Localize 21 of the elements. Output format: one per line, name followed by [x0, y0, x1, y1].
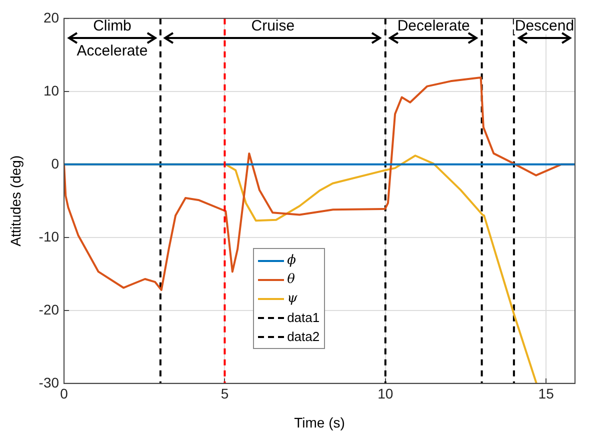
legend-label: θ	[287, 272, 295, 288]
annotation: Accelerate	[76, 42, 148, 60]
legend-label: data2	[287, 329, 320, 344]
y-tick-label: -10	[38, 228, 60, 244]
x-tick-label: 15	[538, 386, 554, 402]
legend-label: ϕ	[287, 253, 296, 268]
y-axis-title: Attitudes (deg)	[7, 155, 24, 246]
annotation: Descend	[514, 18, 574, 35]
legend-label: data1	[287, 310, 320, 326]
x-axis-title: Time (s)	[294, 414, 345, 430]
y-tick-label: 20	[43, 9, 60, 26]
y-tick-label: -30	[38, 374, 60, 390]
y-tick-label: -20	[38, 301, 60, 318]
y-tick-label: 0	[51, 155, 60, 172]
annotation: Cruise	[251, 18, 295, 35]
y-tick-label: 10	[43, 82, 60, 98]
x-tick-label: 5	[220, 386, 229, 402]
annotation: Climb	[93, 18, 132, 35]
annotation: Decelerate	[397, 18, 470, 35]
x-tick-label: 10	[378, 386, 394, 402]
legend-label: ψ	[287, 291, 298, 306]
